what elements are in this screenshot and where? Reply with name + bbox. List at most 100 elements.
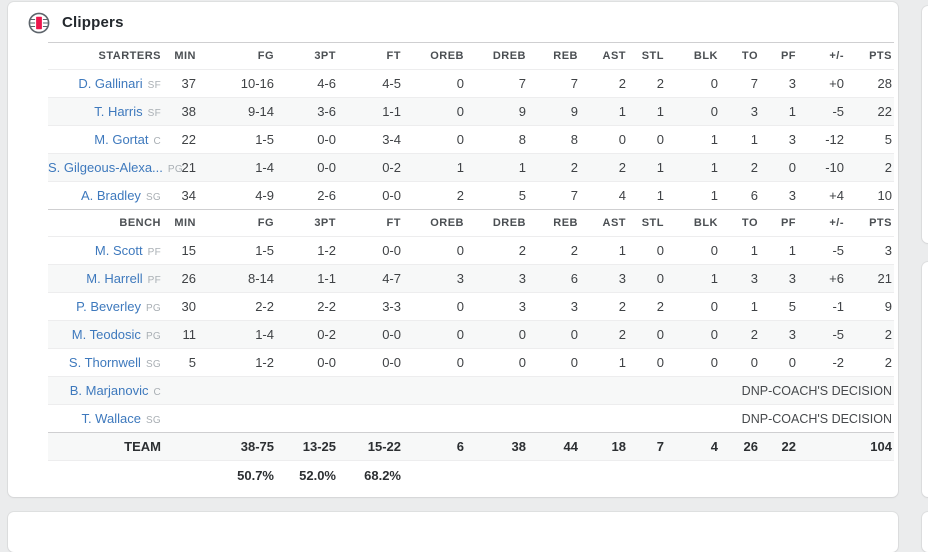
player-position: PF bbox=[147, 247, 161, 258]
player-link[interactable]: P. Beverley bbox=[76, 299, 141, 314]
player-link[interactable]: B. Marjanovic bbox=[69, 383, 149, 398]
percentage-cell bbox=[720, 460, 760, 491]
stat-cell: 3 bbox=[528, 292, 580, 321]
stat-cell: 0 bbox=[580, 125, 628, 154]
column-header: OREB bbox=[403, 42, 466, 70]
stat-cell: 34 bbox=[163, 181, 198, 210]
stat-cell: 1-4 bbox=[198, 153, 276, 182]
player-cell: M. Scott PF bbox=[48, 236, 163, 265]
stat-cell: 7 bbox=[466, 69, 528, 98]
stat-cell: 0 bbox=[403, 348, 466, 377]
stat-cell: -5 bbox=[798, 236, 846, 265]
percentage-cell bbox=[580, 460, 628, 491]
player-link[interactable]: S. Gilgeous-Alexa... bbox=[48, 160, 163, 175]
player-link[interactable]: M. Harrell bbox=[86, 271, 143, 286]
stat-cell: -1 bbox=[798, 292, 846, 321]
player-link[interactable]: M. Gortat bbox=[94, 132, 149, 147]
column-header: FT bbox=[338, 209, 403, 237]
stat-cell: -2 bbox=[798, 348, 846, 377]
stat-cell: 1-2 bbox=[276, 236, 338, 265]
stat-cell: 1 bbox=[628, 97, 666, 126]
team-totals-label: TEAM bbox=[48, 432, 163, 461]
stat-cell: 3 bbox=[720, 97, 760, 126]
stat-cell: 2 bbox=[846, 153, 894, 182]
stat-cell: 30 bbox=[163, 292, 198, 321]
player-link[interactable]: D. Gallinari bbox=[78, 76, 143, 91]
player-position: PG bbox=[145, 303, 161, 314]
column-header: FG bbox=[198, 209, 276, 237]
stat-cell: 0-0 bbox=[338, 348, 403, 377]
section-header-row: BENCH MIN FG 3PT FT OREB DREB REB AST STL BLK TO PF… bbox=[48, 209, 894, 237]
total-stat-cell: 38-75 bbox=[198, 432, 276, 461]
column-header: PF bbox=[760, 209, 798, 237]
player-link[interactable]: T. Harris bbox=[94, 104, 143, 119]
total-stat-cell: 13-25 bbox=[276, 432, 338, 461]
stat-cell: 3 bbox=[720, 264, 760, 293]
stat-cell: 0 bbox=[403, 69, 466, 98]
column-header: MIN bbox=[163, 209, 198, 237]
stat-cell: 0-0 bbox=[338, 320, 403, 349]
stat-cell: 3 bbox=[846, 236, 894, 265]
stat-cell: 0-0 bbox=[338, 236, 403, 265]
percentage-cell bbox=[403, 460, 466, 491]
stat-cell: -5 bbox=[798, 320, 846, 349]
table-row: S. Gilgeous-Alexa... PG 21 1-4 0-0 0-2 1 1 2 2 1 1… bbox=[48, 153, 894, 182]
stat-cell: 2 bbox=[528, 236, 580, 265]
stat-cell: 1 bbox=[466, 153, 528, 182]
player-cell: S. Gilgeous-Alexa... PG bbox=[48, 153, 183, 182]
table-row: P. Beverley PG 30 2-2 2-2 3-3 0 3 3 2 2 0 1 5 -1 9 bbox=[48, 292, 894, 321]
stat-cell: 0 bbox=[528, 348, 580, 377]
stat-cell: 26 bbox=[163, 264, 198, 293]
stat-cell: 9 bbox=[466, 97, 528, 126]
stat-cell: 2 bbox=[580, 320, 628, 349]
stat-cell: 0 bbox=[528, 320, 580, 349]
stat-cell: 2 bbox=[846, 320, 894, 349]
player-link[interactable]: S. Thornwell bbox=[68, 355, 141, 370]
player-link[interactable]: M. Scott bbox=[94, 243, 143, 258]
stat-cell: 0-0 bbox=[276, 153, 338, 182]
column-header: TO bbox=[720, 209, 760, 237]
stat-cell: 2 bbox=[628, 292, 666, 321]
stat-cell: 4 bbox=[580, 181, 628, 210]
total-stat-cell: 26 bbox=[720, 432, 760, 461]
player-link[interactable]: M. Teodosic bbox=[71, 327, 141, 342]
stat-cell: 8 bbox=[466, 125, 528, 154]
column-header: DREB bbox=[466, 209, 528, 237]
player-link[interactable]: A. Bradley bbox=[80, 188, 141, 203]
stat-cell: 5 bbox=[760, 292, 798, 321]
stat-cell: 1 bbox=[580, 348, 628, 377]
team-name: Clippers bbox=[62, 14, 124, 31]
total-stat-cell: 104 bbox=[846, 432, 894, 461]
player-position: SG bbox=[145, 192, 161, 203]
stat-cell: 1-4 bbox=[198, 320, 276, 349]
stat-cell: 2 bbox=[466, 236, 528, 265]
stat-cell: 0 bbox=[666, 69, 720, 98]
stat-cell: 0 bbox=[666, 97, 720, 126]
next-card-below bbox=[8, 512, 898, 552]
stat-cell: 3 bbox=[760, 320, 798, 349]
stat-cell: 5 bbox=[466, 181, 528, 210]
column-header: AST bbox=[580, 42, 628, 70]
player-position: PF bbox=[147, 275, 161, 286]
stat-cell: 7 bbox=[528, 69, 580, 98]
stat-cell: 22 bbox=[163, 125, 198, 154]
stat-cell: 1 bbox=[720, 236, 760, 265]
column-header: PTS bbox=[846, 209, 894, 237]
stat-cell: 8 bbox=[528, 125, 580, 154]
percentage-cell bbox=[666, 460, 720, 491]
stat-cell: 0 bbox=[666, 348, 720, 377]
stat-cell: +6 bbox=[798, 264, 846, 293]
column-header: BLK bbox=[666, 42, 720, 70]
stat-cell: 1-1 bbox=[338, 97, 403, 126]
column-header: STL bbox=[628, 42, 666, 70]
total-stat-cell bbox=[798, 432, 846, 461]
stat-cell: 0 bbox=[403, 292, 466, 321]
player-cell: S. Thornwell SG bbox=[48, 348, 163, 377]
total-stat-cell: 6 bbox=[403, 432, 466, 461]
stat-cell: 10 bbox=[846, 181, 894, 210]
percentage-cell bbox=[466, 460, 528, 491]
player-link[interactable]: T. Wallace bbox=[81, 411, 141, 426]
table-row: M. Harrell PF 26 8-14 1-1 4-7 3 3 6 3 0 1 3 3 +6 21 bbox=[48, 264, 894, 293]
stat-cell: 1 bbox=[628, 181, 666, 210]
column-header: 3PT bbox=[276, 209, 338, 237]
